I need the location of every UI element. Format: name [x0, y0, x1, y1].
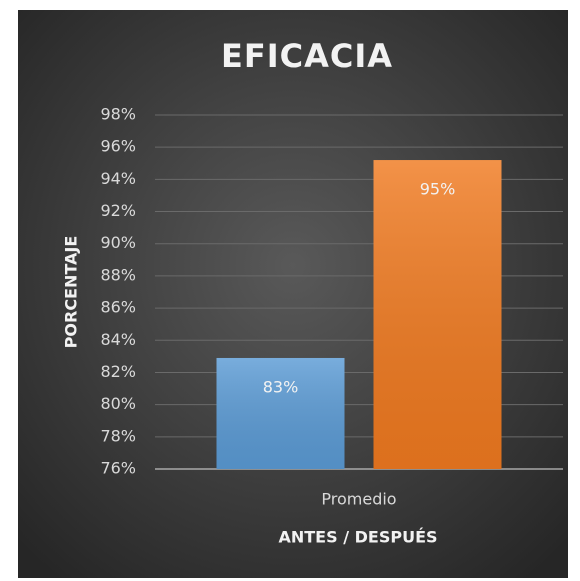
y-tick-label: 78%	[100, 426, 136, 445]
chart-title: EFICACIA	[221, 37, 393, 75]
y-axis-label: PORCENTAJE	[62, 236, 81, 349]
y-tick-label: 84%	[100, 330, 136, 349]
y-tick-label: 98%	[100, 105, 136, 124]
y-tick-label: 76%	[100, 459, 136, 478]
y-tick-label: 88%	[100, 265, 136, 284]
x-tick-label: Promedio	[321, 490, 396, 509]
y-tick-label: 92%	[100, 201, 136, 220]
bar-shade	[216, 357, 345, 469]
y-tick-label: 96%	[100, 137, 136, 156]
y-tick-label: 82%	[100, 362, 136, 381]
data-label: 95%	[420, 180, 456, 199]
y-tick-label: 90%	[100, 233, 136, 252]
y-tick-label: 86%	[100, 298, 136, 317]
y-tick-label: 80%	[100, 394, 136, 413]
data-label: 83%	[263, 377, 299, 396]
bar-shade	[373, 160, 502, 469]
x-axis-label: ANTES / DESPUÉS	[278, 528, 437, 547]
y-tick-label: 94%	[100, 169, 136, 188]
